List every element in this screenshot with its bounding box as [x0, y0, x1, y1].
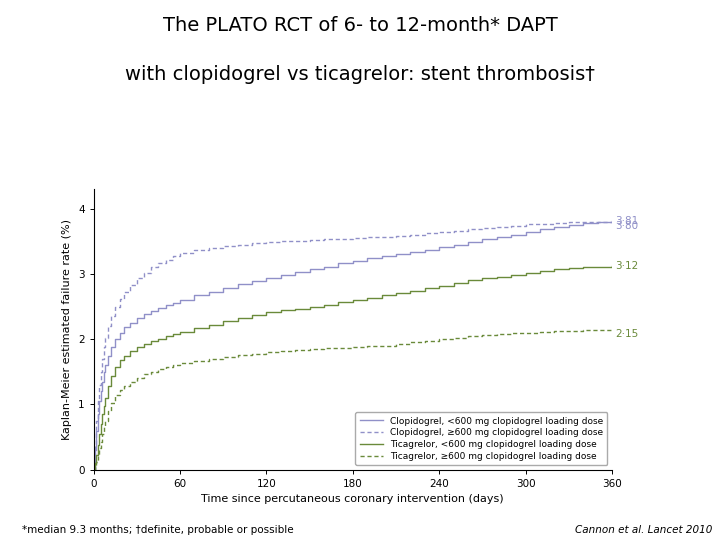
Text: 3·80: 3·80 — [615, 220, 638, 231]
Text: with clopidogrel vs ticagrelor: stent thrombosis†: with clopidogrel vs ticagrelor: stent th… — [125, 65, 595, 84]
Y-axis label: Kaplan-Meier estimated failure rate (%): Kaplan-Meier estimated failure rate (%) — [63, 219, 73, 440]
Text: 3·81: 3·81 — [615, 216, 638, 226]
Text: 3·12: 3·12 — [615, 261, 638, 271]
Legend: Clopidogrel, <600 mg clopidogrel loading dose, Clopidogrel, ≥600 mg clopidogrel : Clopidogrel, <600 mg clopidogrel loading… — [356, 412, 608, 465]
Text: The PLATO RCT of 6- to 12-month* DAPT: The PLATO RCT of 6- to 12-month* DAPT — [163, 16, 557, 35]
Text: Cannon et al. Lancet 2010: Cannon et al. Lancet 2010 — [575, 524, 713, 535]
Text: 2·15: 2·15 — [615, 329, 638, 339]
Text: *median 9.3 months; †definite, probable or possible: *median 9.3 months; †definite, probable … — [22, 524, 293, 535]
X-axis label: Time since percutaneous coronary intervention (days): Time since percutaneous coronary interve… — [202, 495, 504, 504]
